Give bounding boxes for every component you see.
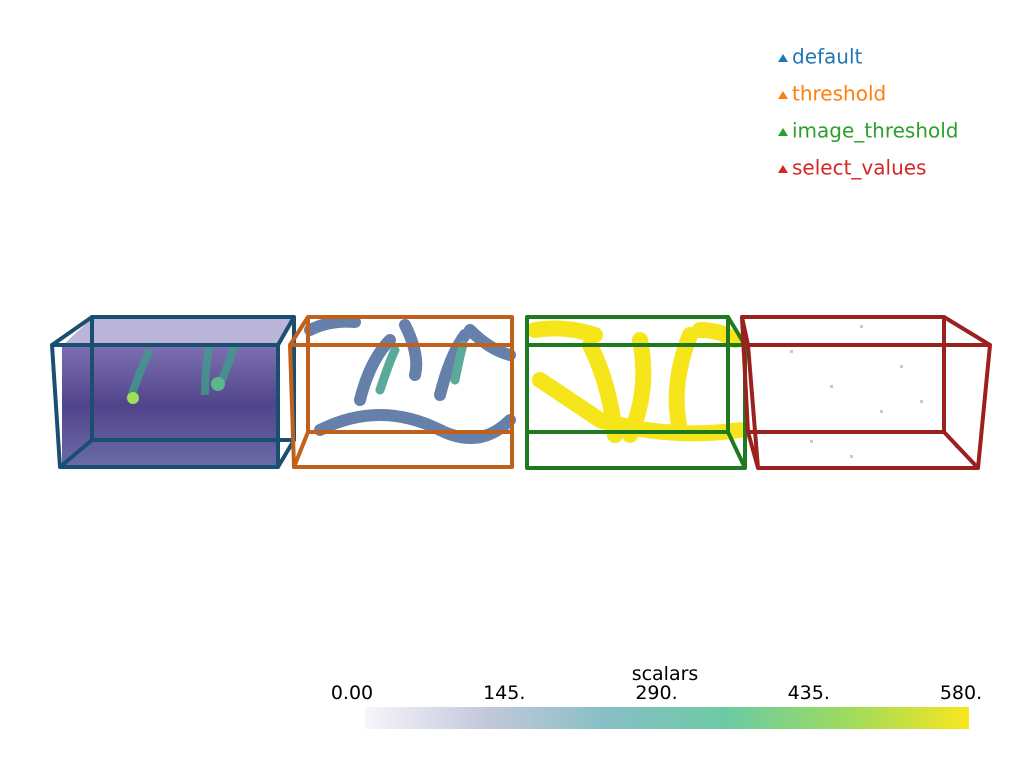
tick-label: 290. (635, 682, 677, 704)
box-edge (740, 316, 750, 346)
volume-image-threshold (527, 320, 748, 443)
legend-marker (778, 91, 788, 99)
legend-label: select_values (792, 156, 926, 180)
tick-label: 435. (788, 682, 830, 704)
box-edge (942, 430, 980, 470)
tick-label: 580. (940, 682, 982, 704)
legend-marker (778, 165, 788, 173)
box-back (740, 315, 946, 434)
legend-marker (778, 54, 788, 62)
legend-marker (778, 128, 788, 136)
box-front (50, 343, 280, 469)
legend-label: image_threshold (792, 119, 958, 143)
box-front (746, 343, 992, 470)
outlines (50, 315, 992, 470)
box-edge (292, 431, 310, 468)
box-edge (726, 431, 747, 469)
box-edge (50, 315, 94, 347)
scalar-bar-title: scalars (632, 663, 699, 685)
volume-threshold (304, 315, 516, 444)
tick-label: 0.00 (331, 682, 373, 704)
box-edge (58, 438, 94, 469)
color-bar (365, 707, 969, 729)
legend: default threshold image_threshold select_va… (778, 45, 958, 180)
box-front (525, 343, 747, 470)
volume-default (62, 318, 292, 465)
scalar-bar: scalars 0.00 145. 290. 435. 580. (331, 663, 982, 729)
box-front (288, 343, 514, 469)
legend-label: threshold (792, 82, 886, 106)
tick-label: 145. (483, 682, 525, 704)
box-edge (276, 316, 296, 346)
legend-label: default (792, 45, 863, 69)
box-edge (288, 315, 310, 347)
box-edge (942, 315, 992, 347)
